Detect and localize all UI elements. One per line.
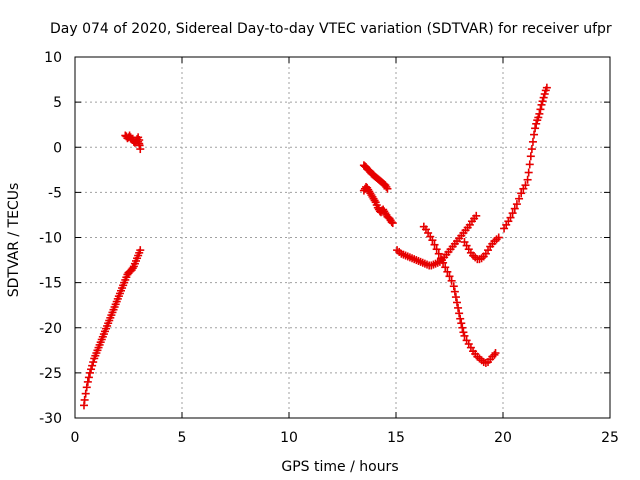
data-point [458, 323, 467, 332]
data-point [128, 264, 137, 273]
data-point [537, 100, 546, 109]
data-point [87, 365, 96, 374]
data-point [506, 213, 515, 222]
data-point [449, 282, 458, 291]
data-point [136, 246, 145, 255]
data-point [460, 331, 469, 340]
data-point [85, 368, 94, 377]
x-tick-label: 0 [71, 430, 80, 446]
data-point [538, 97, 547, 106]
y-tick-label: 5 [53, 95, 62, 111]
y-tick-label: -30 [39, 411, 62, 427]
data-point [450, 287, 459, 296]
data-point [531, 124, 540, 133]
data-point [82, 383, 91, 392]
data-point [382, 182, 391, 191]
data-point [526, 152, 535, 161]
data-point [490, 350, 499, 359]
data-point [452, 298, 461, 307]
data-point [535, 109, 544, 118]
data-point [530, 130, 539, 139]
data-point [534, 113, 543, 122]
data-point [81, 389, 90, 398]
data-point [542, 83, 551, 92]
data-point [540, 90, 549, 99]
data-point [84, 373, 93, 382]
data-point [457, 319, 466, 328]
data-point [428, 236, 437, 245]
tick-labels: 0 5 10 15 20 25 10 5 0 -5 -10 -15 -20 -25 -30 [39, 50, 619, 446]
data-point [80, 395, 89, 404]
data-point [436, 254, 445, 263]
data-point [455, 309, 464, 318]
data-point [441, 263, 450, 272]
data-point [439, 258, 448, 267]
x-tick-label: 25 [601, 430, 619, 446]
chart-title: Day 074 of 2020, Sidereal Day-to-day VTE… [50, 21, 612, 37]
x-tick-label: 15 [387, 430, 405, 446]
y-tick-label: -10 [39, 231, 62, 247]
data-point [445, 272, 454, 281]
x-tick-label: 10 [280, 430, 298, 446]
data-point [494, 233, 503, 242]
data-point [525, 160, 534, 169]
y-axis-title: SDTVAR / TECUs [6, 183, 22, 298]
data-point [536, 105, 545, 114]
data-point [430, 240, 439, 249]
data-markers [79, 83, 551, 410]
data-point [459, 328, 468, 337]
data-point [472, 211, 481, 220]
data-point [539, 93, 548, 102]
data-point [83, 377, 92, 386]
y-tick-label: 10 [44, 50, 62, 66]
data-point [443, 267, 452, 276]
data-point [454, 303, 463, 312]
data-point [508, 209, 517, 218]
data-point [512, 200, 521, 209]
data-point [136, 145, 145, 154]
data-point [527, 145, 536, 154]
y-tick-label: 0 [53, 140, 62, 156]
x-tick-label: 20 [494, 430, 512, 446]
data-point [134, 137, 143, 146]
data-point [456, 314, 465, 323]
data-point [532, 119, 541, 128]
x-axis-title: GPS time / hours [281, 459, 398, 475]
data-point [447, 276, 456, 285]
data-point [88, 361, 97, 370]
data-point [432, 245, 441, 254]
y-tick-label: -20 [39, 321, 62, 337]
data-point [387, 218, 396, 227]
data-point [510, 204, 519, 213]
plot-frame [74, 56, 611, 419]
data-point [135, 139, 144, 148]
data-point [89, 358, 98, 367]
y-tick-label: -25 [39, 366, 62, 382]
y-tick-label: -15 [39, 276, 62, 292]
data-point [383, 184, 392, 193]
data-point [451, 293, 460, 302]
x-tick-label: 5 [178, 430, 187, 446]
data-point [388, 219, 397, 228]
y-tick-label: -5 [48, 185, 62, 201]
data-point [515, 194, 524, 203]
data-point [491, 349, 500, 358]
data-point [523, 175, 532, 184]
data-point [521, 181, 530, 190]
data-point [524, 168, 533, 177]
data-point [434, 249, 443, 258]
data-point [528, 137, 537, 146]
data-point [370, 196, 379, 205]
data-point [517, 189, 526, 198]
